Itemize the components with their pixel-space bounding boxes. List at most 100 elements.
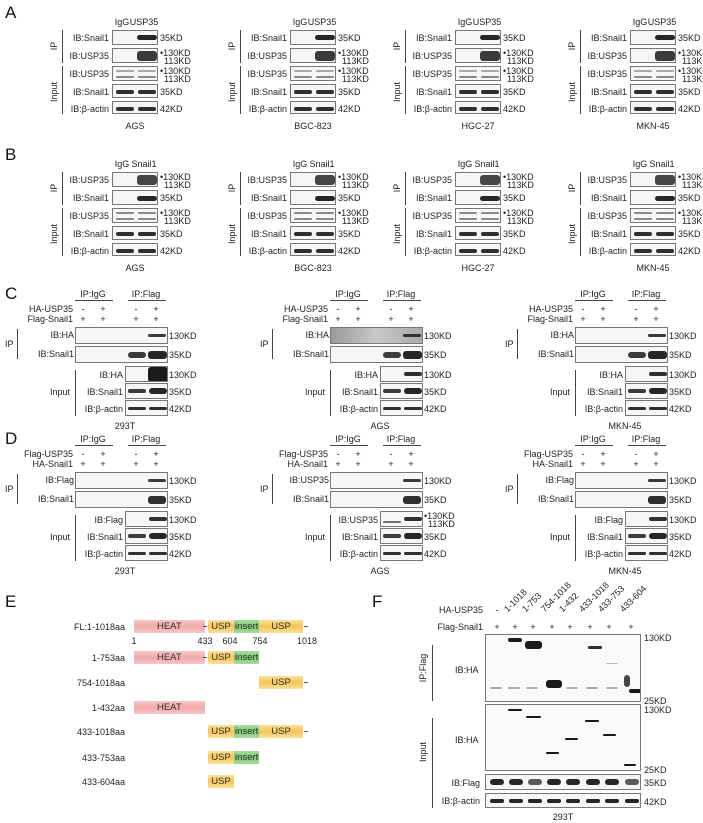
protein-band: [316, 249, 334, 253]
insert-domain: insert: [234, 620, 260, 633]
cell-line-label: BGC-823: [294, 263, 332, 273]
construct-label: 433-1018aa: [76, 727, 125, 737]
molecular-weight-label: 35KD: [644, 778, 667, 788]
molecular-weight-label: •130KD: [503, 172, 534, 182]
ip-section-label: IP: [260, 339, 269, 349]
ip-section-label: IP:Flag: [418, 653, 428, 683]
protein-band: [655, 51, 675, 61]
protein-band: [526, 716, 541, 718]
construct-label: 1-753aa: [91, 653, 125, 663]
ib-antibody-label: IB:Snail1: [86, 532, 123, 542]
condition-value: +: [153, 314, 159, 324]
molecular-weight-label: 42KD: [338, 246, 361, 256]
ib-antibody-label: IB:β-actin: [339, 404, 378, 414]
protein-band: [403, 496, 421, 504]
molecular-weight-label: 113KD: [342, 216, 369, 226]
protein-band: [656, 232, 674, 236]
molecular-weight-label: 130KD: [669, 515, 697, 525]
blot-strip: [625, 545, 668, 561]
lane-label-b: IgG: [292, 159, 308, 169]
protein-band: [655, 196, 675, 201]
molecular-weight-label: 35KD: [424, 532, 447, 542]
blot-strip: [575, 472, 668, 489]
blot-strip: [455, 84, 501, 98]
molecular-weight-label: 130KD: [169, 476, 197, 486]
ib-antibody-label: IB:Snail1: [590, 87, 627, 97]
protein-band: [294, 249, 312, 253]
ip-bracket: [432, 645, 433, 701]
input-section-label: Input: [418, 741, 428, 763]
molecular-weight-label: 42KD: [160, 104, 183, 114]
construct-label: 433-753aa: [81, 753, 125, 763]
protein-band: [315, 196, 335, 201]
molecular-weight-label: 35KD: [678, 193, 701, 203]
molecular-weight-label: •130KD: [678, 208, 703, 218]
group-label-ip-igg: IP:IgG: [80, 289, 106, 299]
lane-label-a: IgG: [457, 17, 473, 27]
condition-value: -: [134, 304, 138, 314]
condition-label: HA-Snail1: [32, 459, 73, 469]
blot-strip: [290, 208, 336, 223]
usp-domain: USP: [259, 725, 303, 738]
blot-strip: [125, 366, 168, 382]
blot-strip: [455, 172, 501, 187]
protein-band: [634, 76, 652, 78]
ip-bracket: [62, 30, 63, 63]
molecular-weight-label: 35KD: [503, 33, 526, 43]
group-label-ip-flag: IP:Flag: [631, 289, 661, 299]
molecular-weight-label: 130KD: [169, 331, 197, 341]
ib-antibody-label: IB:Snail1: [415, 87, 452, 97]
protein-band: [649, 517, 667, 521]
blot-strip: [630, 48, 676, 63]
blot-strip: [125, 545, 168, 561]
ib-antibody-label: IB:β-actin: [588, 104, 627, 114]
blot-strip: [75, 472, 168, 489]
ib-antibody-label: IB:Snail1: [586, 532, 623, 542]
panel-label-a: A: [5, 3, 17, 22]
protein-band: [566, 779, 580, 785]
condition-value: +: [587, 622, 593, 632]
blot-strip: [112, 30, 158, 45]
ib-antibody-label: IB:Snail1: [72, 193, 109, 203]
protein-band: [316, 70, 334, 72]
condition-value: +: [633, 459, 639, 469]
group-label-ip-igg: IP:IgG: [335, 434, 361, 444]
condition-value: -: [634, 449, 638, 459]
protein-band: [648, 334, 666, 337]
condition-value: +: [653, 304, 659, 314]
ip-section-label: IP: [260, 484, 269, 494]
ib-antibody-label: IB:USP35: [338, 515, 378, 525]
ip-bracket: [240, 172, 241, 205]
molecular-weight-label: 35KD: [169, 495, 192, 505]
ib-antibody-label: IB:USP35: [587, 175, 627, 185]
protein-band: [383, 389, 401, 393]
input-bracket: [580, 208, 581, 256]
molecular-weight-label: 35KD: [424, 387, 447, 397]
blot-strip: [75, 327, 168, 344]
protein-band: [294, 90, 312, 94]
group-label-ip-flag: IP:Flag: [131, 289, 161, 299]
protein-band: [116, 212, 134, 214]
input-section-label: Input: [305, 387, 326, 397]
group-label-ip-flag: IP:Flag: [631, 434, 661, 444]
ib-antibody-label: IB:Snail1: [86, 387, 123, 397]
molecular-weight-label: 35KD: [338, 229, 361, 239]
molecular-weight-label: 130KD: [169, 515, 197, 525]
ib-antibody-label: IB:USP35: [289, 475, 329, 485]
protein-band: [649, 533, 667, 539]
blot-strip: [630, 101, 676, 114]
blot-strip: [112, 190, 158, 205]
lane-label-b: Snail1: [649, 159, 675, 169]
molecular-weight-label: 35KD: [160, 229, 183, 239]
blot-strip: [455, 208, 501, 223]
protein-band: [656, 70, 674, 72]
ib-antibody-label: IB:Snail1: [250, 229, 287, 239]
condition-label: HA-USP35: [283, 304, 328, 314]
lane-label-b: IgG: [457, 159, 473, 169]
lane-label-b: Snail1: [131, 159, 157, 169]
protein-band: [528, 799, 542, 803]
blot-strip: [290, 30, 336, 45]
blot-strip: [290, 243, 336, 256]
protein-band: [526, 687, 538, 689]
molecular-weight-label: 113KD: [164, 180, 191, 190]
